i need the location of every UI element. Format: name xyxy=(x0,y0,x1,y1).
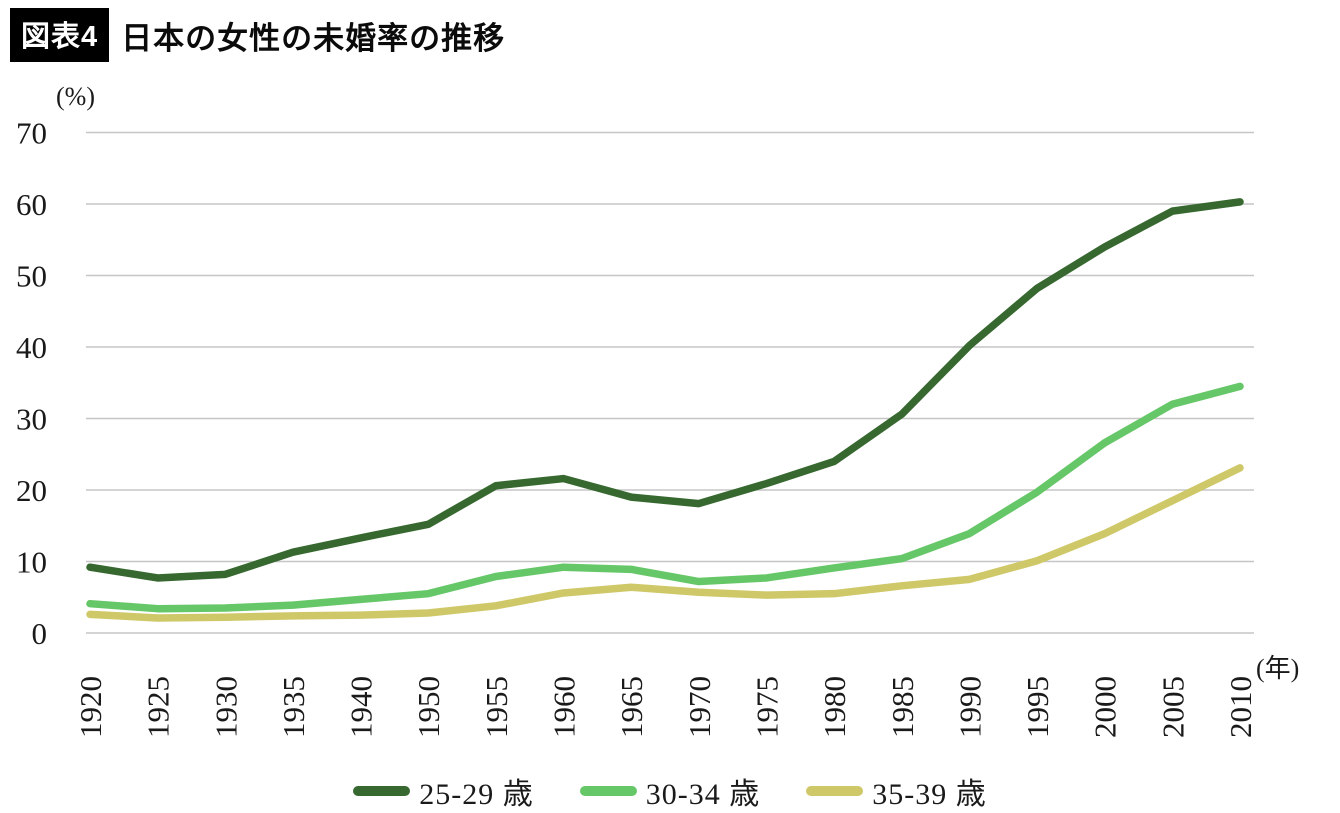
legend-item-30-34: 30-34 歳 xyxy=(579,769,761,813)
x-axis-tick-label: 1925 xyxy=(141,676,176,738)
x-axis-tick-label: 1930 xyxy=(208,676,243,738)
legend-swatch-25-29 xyxy=(353,786,411,796)
x-axis-tick-label: 1970 xyxy=(682,676,717,738)
x-axis-tick-label: 2010 xyxy=(1223,676,1258,738)
chart-legend: 25-29 歳 30-34 歳 35-39 歳 xyxy=(0,769,1340,813)
y-axis-tick-label: 0 xyxy=(32,616,48,651)
x-axis-tick-label: 1920 xyxy=(73,676,108,738)
series-line-2 xyxy=(86,464,1244,622)
x-axis-tick-label: 1975 xyxy=(749,676,784,738)
x-axis-tick-label: 1955 xyxy=(479,676,514,738)
legend-swatch-30-34 xyxy=(579,786,637,796)
legend-label-25-29: 25-29 歳 xyxy=(419,778,534,811)
legend-swatch-35-39 xyxy=(806,786,864,796)
x-axis-tick-label: 1935 xyxy=(276,676,311,738)
y-axis-tick-label: 70 xyxy=(16,116,47,151)
legend-label-30-34: 30-34 歳 xyxy=(645,778,761,811)
figure-number-badge: 図表4 xyxy=(10,8,110,62)
y-axis-tick-label: 30 xyxy=(16,402,47,437)
x-axis-tick-label: 1995 xyxy=(1020,676,1055,738)
x-axis-tick-label: 2000 xyxy=(1088,676,1123,738)
legend-item-35-39: 35-39 歳 xyxy=(806,769,987,813)
y-axis-tick-label: 60 xyxy=(16,187,47,222)
x-axis-tick-label: 1960 xyxy=(547,676,582,738)
series-line-0 xyxy=(86,198,1244,582)
y-axis-unit-label: (%) xyxy=(56,82,95,111)
x-axis-tick-label: 1980 xyxy=(817,676,852,738)
x-axis-unit-label: (年) xyxy=(1256,654,1300,683)
x-axis-tick-label: 1940 xyxy=(344,676,379,738)
x-axis-tick-label: 1950 xyxy=(411,676,446,738)
x-axis-tick-label: 1990 xyxy=(952,676,987,738)
legend-label-35-39: 35-39 歳 xyxy=(872,778,987,811)
x-axis-tick-label: 1965 xyxy=(614,676,649,738)
figure-header: 図表4 日本の女性の未婚率の推移 xyxy=(10,8,505,62)
y-axis-tick-label: 10 xyxy=(16,545,47,580)
y-axis-tick-label: 40 xyxy=(16,330,47,365)
figure-title: 日本の女性の未婚率の推移 xyxy=(121,20,506,56)
legend-item-25-29: 25-29 歳 xyxy=(353,769,534,813)
x-axis-tick-label: 1985 xyxy=(885,676,920,738)
y-axis-tick-label: 50 xyxy=(16,259,47,294)
x-axis-tick-label: 2005 xyxy=(1155,676,1190,738)
series-line-1 xyxy=(86,382,1244,613)
y-axis-tick-label: 20 xyxy=(16,473,47,508)
